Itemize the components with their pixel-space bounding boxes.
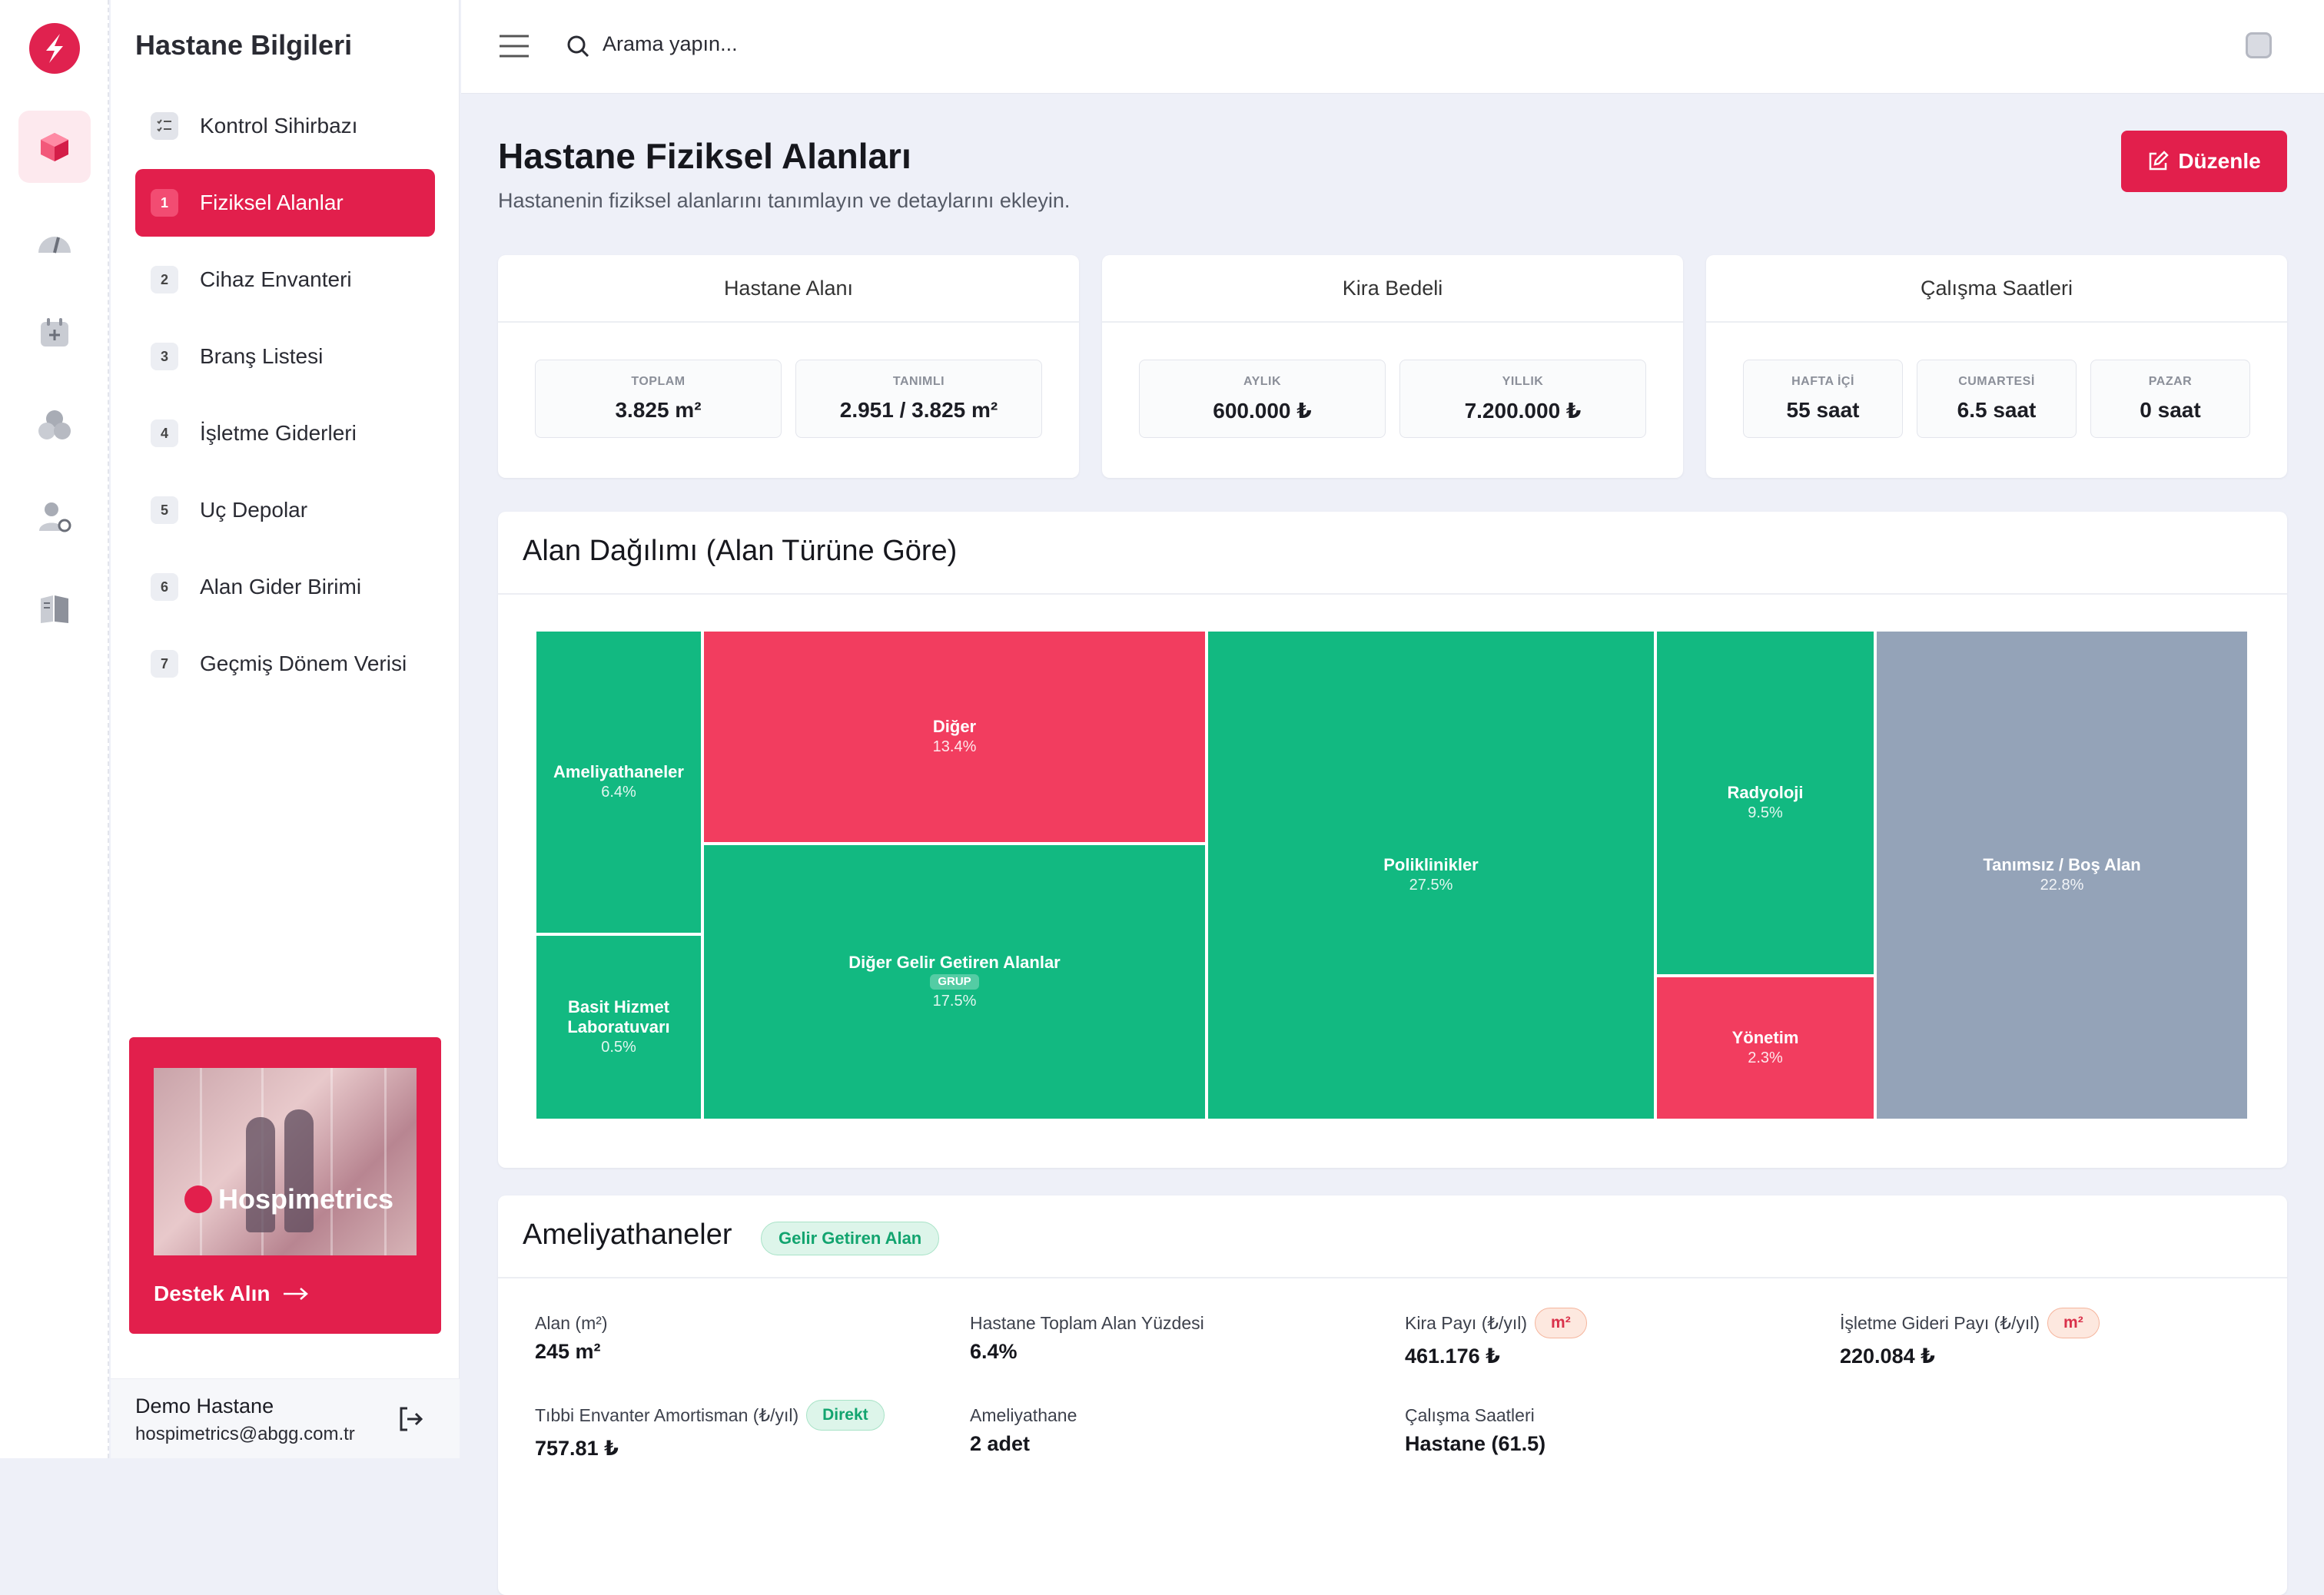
support-promo[interactable]: Hospimetrics Destek Alın: [129, 1037, 441, 1334]
sidebar-item-label: İşletme Giderleri: [200, 421, 357, 445]
field-toplam-alan-yuzdesi: Hastane Toplam Alan Yüzdesi 6.4%: [970, 1312, 1204, 1364]
area-distribution-card: Alan Dağılımı (Alan Türüne Göre) Ameliya…: [498, 512, 2287, 1168]
sidebar-item-label: Geçmiş Dönem Verisi: [200, 652, 407, 675]
stat-box: TANIMLI 2.951 / 3.825 m²: [795, 360, 1042, 438]
sidebar-item-label: Uç Depolar: [200, 498, 308, 522]
sidebar-item-label: Branş Listesi: [200, 344, 324, 368]
sidebar-item-label: Kontrol Sihirbazı: [200, 114, 358, 138]
user-panel: Demo Hastane hospimetrics@abgg.com.tr: [111, 1378, 460, 1458]
page-title: Hastane Fiziksel Alanları: [498, 136, 911, 176]
promo-image: Hospimetrics: [154, 1068, 417, 1255]
step-number: 2: [151, 266, 178, 293]
stat-box: YILLIK 7.200.000 ₺: [1399, 360, 1646, 438]
search-input[interactable]: Arama yapın...: [603, 32, 738, 55]
icon-rail: [0, 0, 109, 1458]
hamburger-menu-icon[interactable]: [498, 34, 530, 62]
stat-box: AYLIK 600.000 ₺: [1139, 360, 1386, 438]
sidebar-item-gecmis-donem-verisi[interactable]: 7 Geçmiş Dönem Verisi: [135, 630, 435, 698]
summary-card-hastane-alani: Hastane Alanı TOPLAM 3.825 m² TANIMLI 2.95…: [498, 255, 1079, 478]
field-tibbi-envanter-amortisman: Tıbbi Envanter Amortisman (₺/yıl) Direkt …: [535, 1400, 885, 1461]
summary-card-kira-bedeli: Kira Bedeli AYLIK 600.000 ₺ YILLIK 7.200.0…: [1102, 255, 1683, 478]
gauge-icon[interactable]: [18, 204, 91, 277]
sidebar-item-alan-gider-birimi[interactable]: 6 Alan Gider Birimi: [135, 553, 435, 621]
promo-brand: Hospimetrics: [184, 1183, 393, 1215]
area-detail-card: Ameliyathaneler Gelir Getiren Alan Alan …: [498, 1195, 2287, 1595]
treemap-tile-poliklinikler[interactable]: Poliklinikler 27.5%: [1208, 632, 1654, 1119]
field-kira-payi: Kira Payı (₺/yıl) m² 461.176 ₺: [1405, 1308, 1587, 1368]
sidebar-title: Hastane Bilgileri: [135, 29, 353, 61]
direct-pill[interactable]: Direkt: [806, 1400, 885, 1431]
treemap-tile-tanimsiz-bos-alan[interactable]: Tanımsız / Boş Alan 22.8%: [1877, 632, 2247, 1119]
unit-pill[interactable]: m²: [2047, 1308, 2100, 1338]
edit-button[interactable]: Düzenle: [2121, 131, 2287, 192]
stat-box: CUMARTESİ 6.5 saat: [1917, 360, 2077, 438]
sidebar-item-isletme-giderleri[interactable]: 4 İşletme Giderleri: [135, 400, 435, 467]
field-calisma-saatleri: Çalışma Saatleri Hastane (61.5): [1405, 1404, 1546, 1456]
treemap-tile-ameliyathaneler[interactable]: Ameliyathaneler 6.4%: [536, 632, 701, 933]
unit-pill[interactable]: m²: [1535, 1308, 1587, 1338]
sidebar-item-label: Cihaz Envanteri: [200, 267, 352, 291]
step-number: 5: [151, 496, 178, 524]
treemap-tile-yonetim[interactable]: Yönetim 2.3%: [1657, 977, 1874, 1119]
checklist-icon: [151, 112, 178, 140]
stat-box: TOPLAM 3.825 m²: [535, 360, 782, 438]
area-type-badge: Gelir Getiren Alan: [761, 1222, 940, 1255]
sidebar-item-label: Fiziksel Alanlar: [200, 191, 344, 214]
logout-icon[interactable]: [397, 1405, 424, 1437]
calendar-plus-icon[interactable]: [18, 297, 91, 369]
field-isletme-gideri-payi: İşletme Gideri Payı (₺/yıl) m² 220.084 ₺: [1840, 1308, 2100, 1368]
user-settings-icon[interactable]: [18, 481, 91, 553]
field-alan: Alan (m²) 245 m²: [535, 1312, 608, 1364]
step-number: 3: [151, 343, 178, 370]
shapes-icon[interactable]: [18, 389, 91, 461]
page-subtitle: Hastanenin fiziksel alanlarını tanımlayı…: [498, 189, 1071, 212]
book-icon[interactable]: [18, 573, 91, 645]
stat-box: HAFTA İÇİ 55 saat: [1743, 360, 1903, 438]
sidebar: Hastane Bilgileri Kontrol Sihirbazı 1 Fi…: [111, 0, 460, 1458]
treemap-tile-diger-gelir-getiren-alanlar[interactable]: Diğer Gelir Getiren Alanlar GRUP 17.5%: [704, 845, 1205, 1119]
support-cta-link[interactable]: Destek Alın: [154, 1282, 310, 1306]
top-bar: Arama yapın...: [461, 0, 2324, 94]
card-title: Alan Dağılımı (Alan Türüne Göre): [523, 535, 958, 567]
treemap-tile-diger[interactable]: Diğer 13.4%: [704, 632, 1205, 842]
card-title: Kira Bedeli: [1102, 255, 1683, 323]
card-title: Çalışma Saatleri: [1706, 255, 2287, 323]
treemap-tile-basit-hizmet-laboratuvari[interactable]: Basit Hizmet Laboratuvarı 0.5%: [536, 936, 701, 1119]
cube-icon[interactable]: [18, 111, 91, 183]
brand-logo-icon: [184, 1185, 212, 1213]
summary-card-calisma-saatleri: Çalışma Saatleri HAFTA İÇİ 55 saat CUMART…: [1706, 255, 2287, 478]
step-number: 6: [151, 573, 178, 601]
sidebar-item-brans-listesi[interactable]: 3 Branş Listesi: [135, 323, 435, 390]
arrow-right-icon: [284, 1288, 309, 1300]
stat-box: PAZAR 0 saat: [2090, 360, 2250, 438]
sidebar-item-cihaz-envanteri[interactable]: 2 Cihaz Envanteri: [135, 246, 435, 313]
user-name: Demo Hastane: [135, 1394, 274, 1418]
sidebar-item-label: Alan Gider Birimi: [200, 575, 362, 599]
step-number: 4: [151, 419, 178, 447]
user-email: hospimetrics@abgg.com.tr: [135, 1424, 355, 1444]
group-badge: GRUP: [930, 974, 979, 990]
card-title: Hastane Alanı: [498, 255, 1079, 323]
fullscreen-icon[interactable]: [2246, 32, 2272, 58]
card-title: Ameliyathaneler: [523, 1219, 732, 1251]
sidebar-item-fiziksel-alanlar[interactable]: 1 Fiziksel Alanlar: [135, 169, 435, 237]
treemap-tile-radyoloji[interactable]: Radyoloji 9.5%: [1657, 632, 1874, 974]
field-ameliyathane-sayisi: Ameliyathane 2 adet: [970, 1404, 1077, 1456]
sidebar-menu: Kontrol Sihirbazı 1 Fiziksel Alanlar 2 C…: [135, 92, 435, 707]
step-number: 7: [151, 650, 178, 678]
sidebar-item-uc-depolar[interactable]: 5 Uç Depolar: [135, 476, 435, 544]
edit-icon: [2150, 151, 2170, 171]
app-logo-icon[interactable]: [29, 23, 80, 74]
sidebar-item-wizard[interactable]: Kontrol Sihirbazı: [135, 92, 435, 160]
step-number: 1: [151, 189, 178, 217]
search-icon: [566, 34, 590, 62]
